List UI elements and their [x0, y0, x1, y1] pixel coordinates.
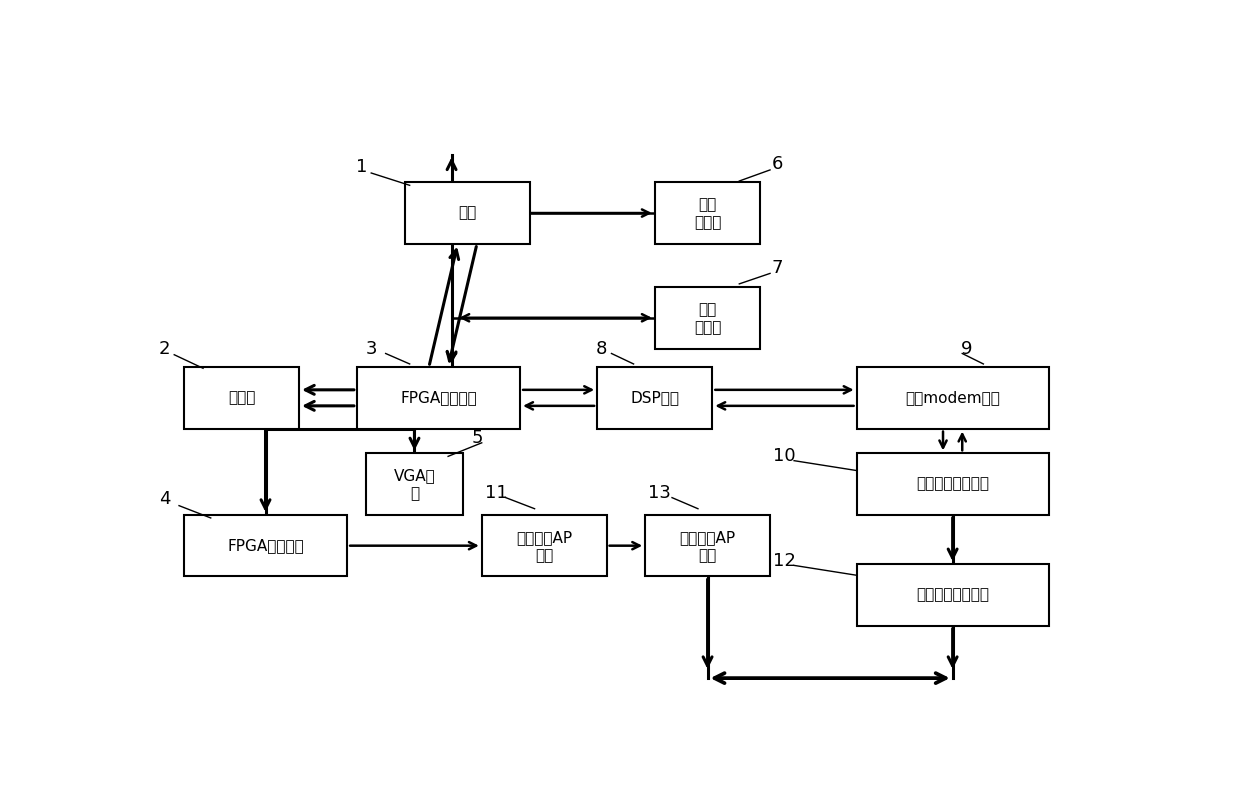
Bar — [645, 515, 770, 577]
Text: VGA模: VGA模 — [393, 469, 435, 483]
Bar — [357, 367, 521, 429]
Text: 1: 1 — [356, 158, 367, 176]
Bar — [184, 367, 299, 429]
Text: FPGA控制模块: FPGA控制模块 — [401, 390, 477, 406]
Text: FPGA传输模块: FPGA传输模块 — [227, 538, 304, 553]
Text: 存储器: 存储器 — [694, 320, 722, 335]
Text: 5: 5 — [471, 429, 482, 447]
Bar — [481, 515, 606, 577]
Text: 无线发射AP: 无线发射AP — [516, 530, 573, 545]
Text: 无线modem模块: 无线modem模块 — [905, 390, 1001, 406]
Text: 程序: 程序 — [698, 302, 717, 318]
Text: 4: 4 — [159, 490, 170, 509]
Bar — [404, 182, 529, 244]
Bar — [596, 367, 712, 429]
Bar — [184, 515, 347, 577]
Bar — [367, 454, 463, 515]
Text: 存储器: 存储器 — [694, 215, 722, 230]
Text: 块: 块 — [410, 486, 419, 502]
Text: 9: 9 — [961, 339, 973, 358]
Text: 10: 10 — [774, 447, 796, 466]
Bar — [655, 287, 760, 349]
Bar — [655, 182, 760, 244]
Text: 无线接收AP: 无线接收AP — [680, 530, 735, 545]
Text: 信号接收车载电台: 信号接收车载电台 — [916, 587, 990, 602]
Text: 信号发射车载电台: 信号发射车载电台 — [916, 477, 990, 491]
Text: 12: 12 — [773, 552, 796, 570]
Bar — [857, 564, 1049, 626]
Text: 7: 7 — [773, 259, 784, 278]
Text: 热像仪: 热像仪 — [228, 390, 255, 406]
Text: 云台: 云台 — [459, 206, 476, 221]
Text: 模块: 模块 — [536, 548, 553, 563]
Text: 数据: 数据 — [698, 198, 717, 213]
Text: 2: 2 — [159, 339, 170, 358]
Text: 3: 3 — [366, 339, 377, 358]
Bar — [857, 367, 1049, 429]
Text: 8: 8 — [596, 339, 608, 358]
Text: 11: 11 — [485, 484, 507, 502]
Text: DSP模块: DSP模块 — [630, 390, 680, 406]
Text: 13: 13 — [649, 484, 671, 502]
Text: 6: 6 — [773, 154, 784, 173]
Bar — [857, 454, 1049, 515]
Text: 模块: 模块 — [698, 548, 717, 563]
